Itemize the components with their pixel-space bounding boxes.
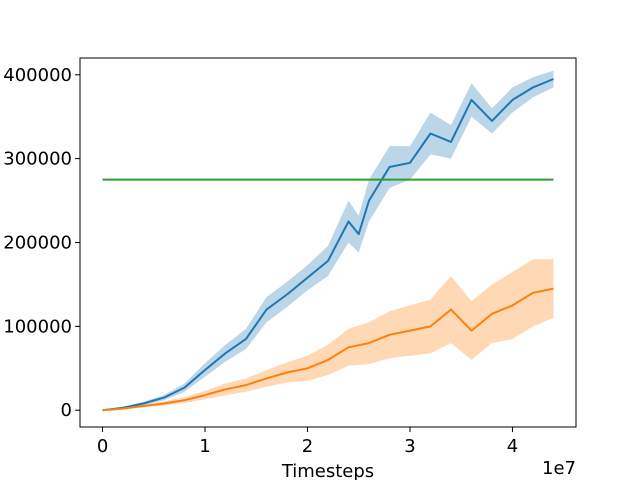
x-axis-offset-text: 1e7 — [542, 458, 576, 479]
y-tick-label-3: 300000 — [3, 149, 72, 170]
series-1-band — [102, 259, 554, 411]
series-1-line — [102, 287, 554, 412]
x-axis-label: Timesteps — [281, 461, 374, 480]
y-tick-label-2: 200000 — [3, 233, 72, 254]
plot-layer — [102, 70, 554, 412]
axes-layer: 0 1 2 3 4 0 100000 200000 300000 400000 — [3, 57, 577, 457]
series-0-band — [102, 70, 554, 411]
x-tick-label-4: 4 — [507, 436, 518, 457]
y-tick-label-4: 400000 — [3, 65, 72, 86]
series-0-line — [102, 78, 554, 412]
x-tick-label-1: 1 — [199, 436, 210, 457]
y-tick-label-0: 0 — [61, 400, 72, 421]
y-tick-label-1: 100000 — [3, 316, 72, 337]
x-tick-label-2: 2 — [302, 436, 313, 457]
x-tick-label-3: 3 — [404, 436, 415, 457]
x-tick-label-0: 0 — [97, 436, 108, 457]
